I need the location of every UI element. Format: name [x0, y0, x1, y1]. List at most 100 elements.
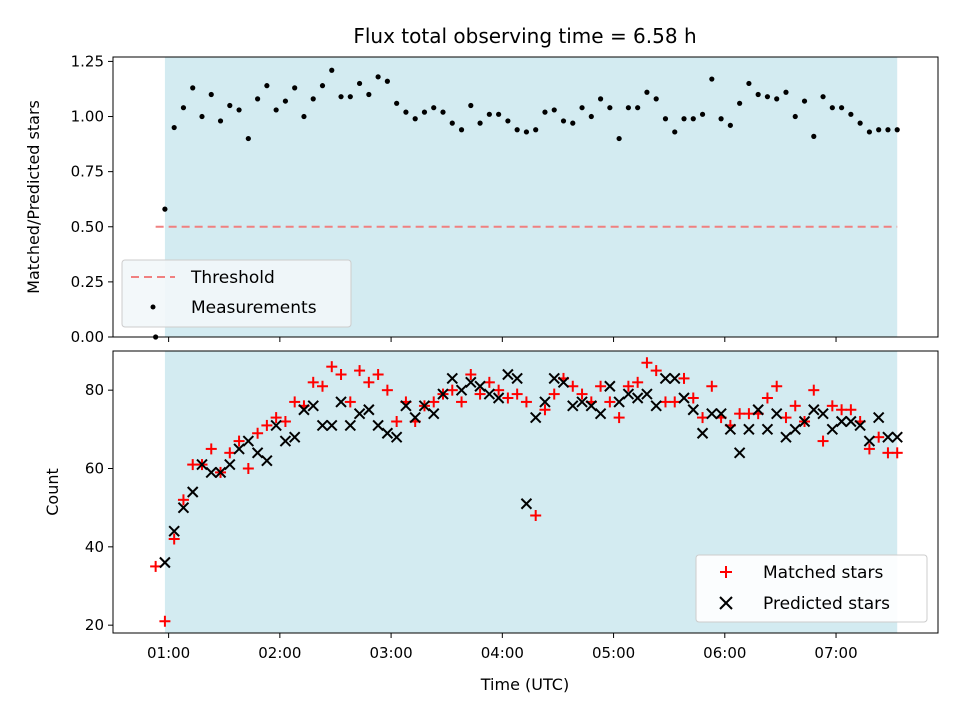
predicted-mark-b: [631, 392, 644, 404]
measurement-point: [857, 120, 863, 126]
predicted-mark-b: [539, 396, 551, 408]
predicted-star-point: [409, 411, 421, 424]
matched-star-point: [177, 494, 189, 506]
predicted-star-point: [715, 407, 727, 420]
predicted-mark-b: [706, 407, 718, 420]
predicted-mark-b: [789, 423, 801, 436]
predicted-mark-b: [585, 400, 598, 412]
matched-star-point: [706, 380, 718, 392]
measurement-point: [644, 89, 650, 95]
matched-star-point: [483, 376, 495, 388]
predicted-mark-b: [724, 423, 737, 436]
predicted-mark-b: [761, 423, 774, 436]
predicted-mark-b: [733, 447, 746, 459]
predicted-mark-b: [669, 372, 681, 385]
predicted-mark-b: [798, 415, 811, 428]
predicted-mark-b: [529, 411, 542, 424]
matched-star-point: [233, 435, 245, 447]
predicted-mark-b: [455, 384, 468, 396]
predicted-mark-b: [344, 419, 357, 432]
predicted-mark-b: [743, 423, 755, 436]
matched-star-point: [520, 396, 532, 408]
matched-star-point: [307, 376, 319, 388]
predicted-star-point: [733, 447, 746, 459]
predicted-mark-b: [854, 419, 866, 432]
bottom-y-axis-label: Count: [43, 468, 62, 516]
matched-star-point: [659, 396, 671, 408]
measurement-point: [579, 105, 585, 111]
predicted-star-point: [279, 435, 292, 447]
predicted-mark-b: [428, 407, 440, 420]
matched-star-point: [891, 447, 903, 459]
matched-star-point: [567, 380, 579, 392]
predicted-star-point: [298, 404, 310, 416]
predicted-mark-b: [715, 407, 727, 420]
predicted-mark-b: [261, 454, 273, 467]
predicted-star-point: [752, 404, 764, 416]
predicted-mark-b: [808, 404, 820, 416]
predicted-star-point: [214, 466, 227, 479]
measurement-point: [811, 133, 817, 139]
measurement-point: [236, 107, 242, 113]
predicted-star-point: [344, 419, 357, 432]
predicted-mark-b: [187, 486, 199, 498]
predicted-mark-b: [159, 556, 171, 569]
measurement-point: [885, 127, 891, 133]
predicted-mark-b: [474, 380, 486, 392]
matched-star-point: [326, 361, 338, 373]
measurement-point: [727, 122, 733, 128]
y-tick-label: 80: [85, 381, 104, 399]
predicted-mark-b: [316, 419, 329, 432]
predicted-star-point: [187, 486, 199, 498]
measurement-point: [458, 127, 465, 133]
predicted-star-point: [381, 427, 394, 439]
matched-star-point: [381, 384, 393, 396]
bottom-y-ticks: 20 40 60 80: [85, 381, 113, 634]
measurement-point: [838, 105, 845, 111]
predicted-mark-b: [196, 458, 208, 471]
predicted-star-point: [678, 392, 690, 404]
predicted-star-point: [168, 525, 180, 537]
y-tick-label: 1.00: [71, 108, 104, 126]
predicted-mark-b: [177, 501, 190, 514]
matched-star-point: [743, 408, 755, 420]
matched-star-point: [465, 369, 477, 380]
predicted-star-point: [261, 454, 273, 467]
predicted-star-point: [622, 388, 635, 400]
matched-star-point: [761, 392, 773, 404]
predicted-star-point: [205, 466, 217, 479]
predicted-star-point: [724, 423, 737, 436]
x-tick-label: 03:00: [369, 644, 412, 662]
measurement-point: [227, 102, 233, 109]
predicted-mark-b: [492, 392, 505, 404]
predicted-mark-b: [557, 376, 570, 389]
measurement-point: [180, 105, 187, 111]
predicted-mark-b: [372, 419, 384, 432]
measurement-point: [319, 83, 326, 89]
predicted-mark-b: [233, 443, 245, 455]
predicted-star-point: [372, 419, 384, 432]
predicted-star-point: [511, 372, 523, 385]
measurement-point: [625, 105, 631, 111]
matched-star-point: [808, 384, 820, 396]
matched-star-point: [493, 384, 505, 396]
legend-matched-label: Matched stars: [763, 563, 883, 583]
measurement-point: [542, 109, 548, 115]
predicted-star-point: [650, 400, 662, 412]
measurement-point: [783, 89, 789, 95]
predicted-mark-b: [548, 372, 560, 385]
matched-star-point: [530, 510, 542, 521]
measurement-point: [217, 118, 224, 124]
measurement-point: [199, 113, 205, 120]
measurement-point: [607, 105, 613, 111]
predicted-mark-b: [298, 404, 310, 416]
predicted-mark-b: [641, 388, 653, 400]
predicted-mark-b: [613, 396, 625, 408]
predicted-star-point: [789, 423, 801, 436]
predicted-star-point: [817, 407, 829, 420]
predicted-star-point: [363, 404, 375, 416]
predicted-mark-b: [288, 431, 301, 443]
predicted-mark-b: [363, 404, 375, 416]
matched-star-point: [224, 447, 236, 459]
measurement-point: [171, 124, 177, 131]
